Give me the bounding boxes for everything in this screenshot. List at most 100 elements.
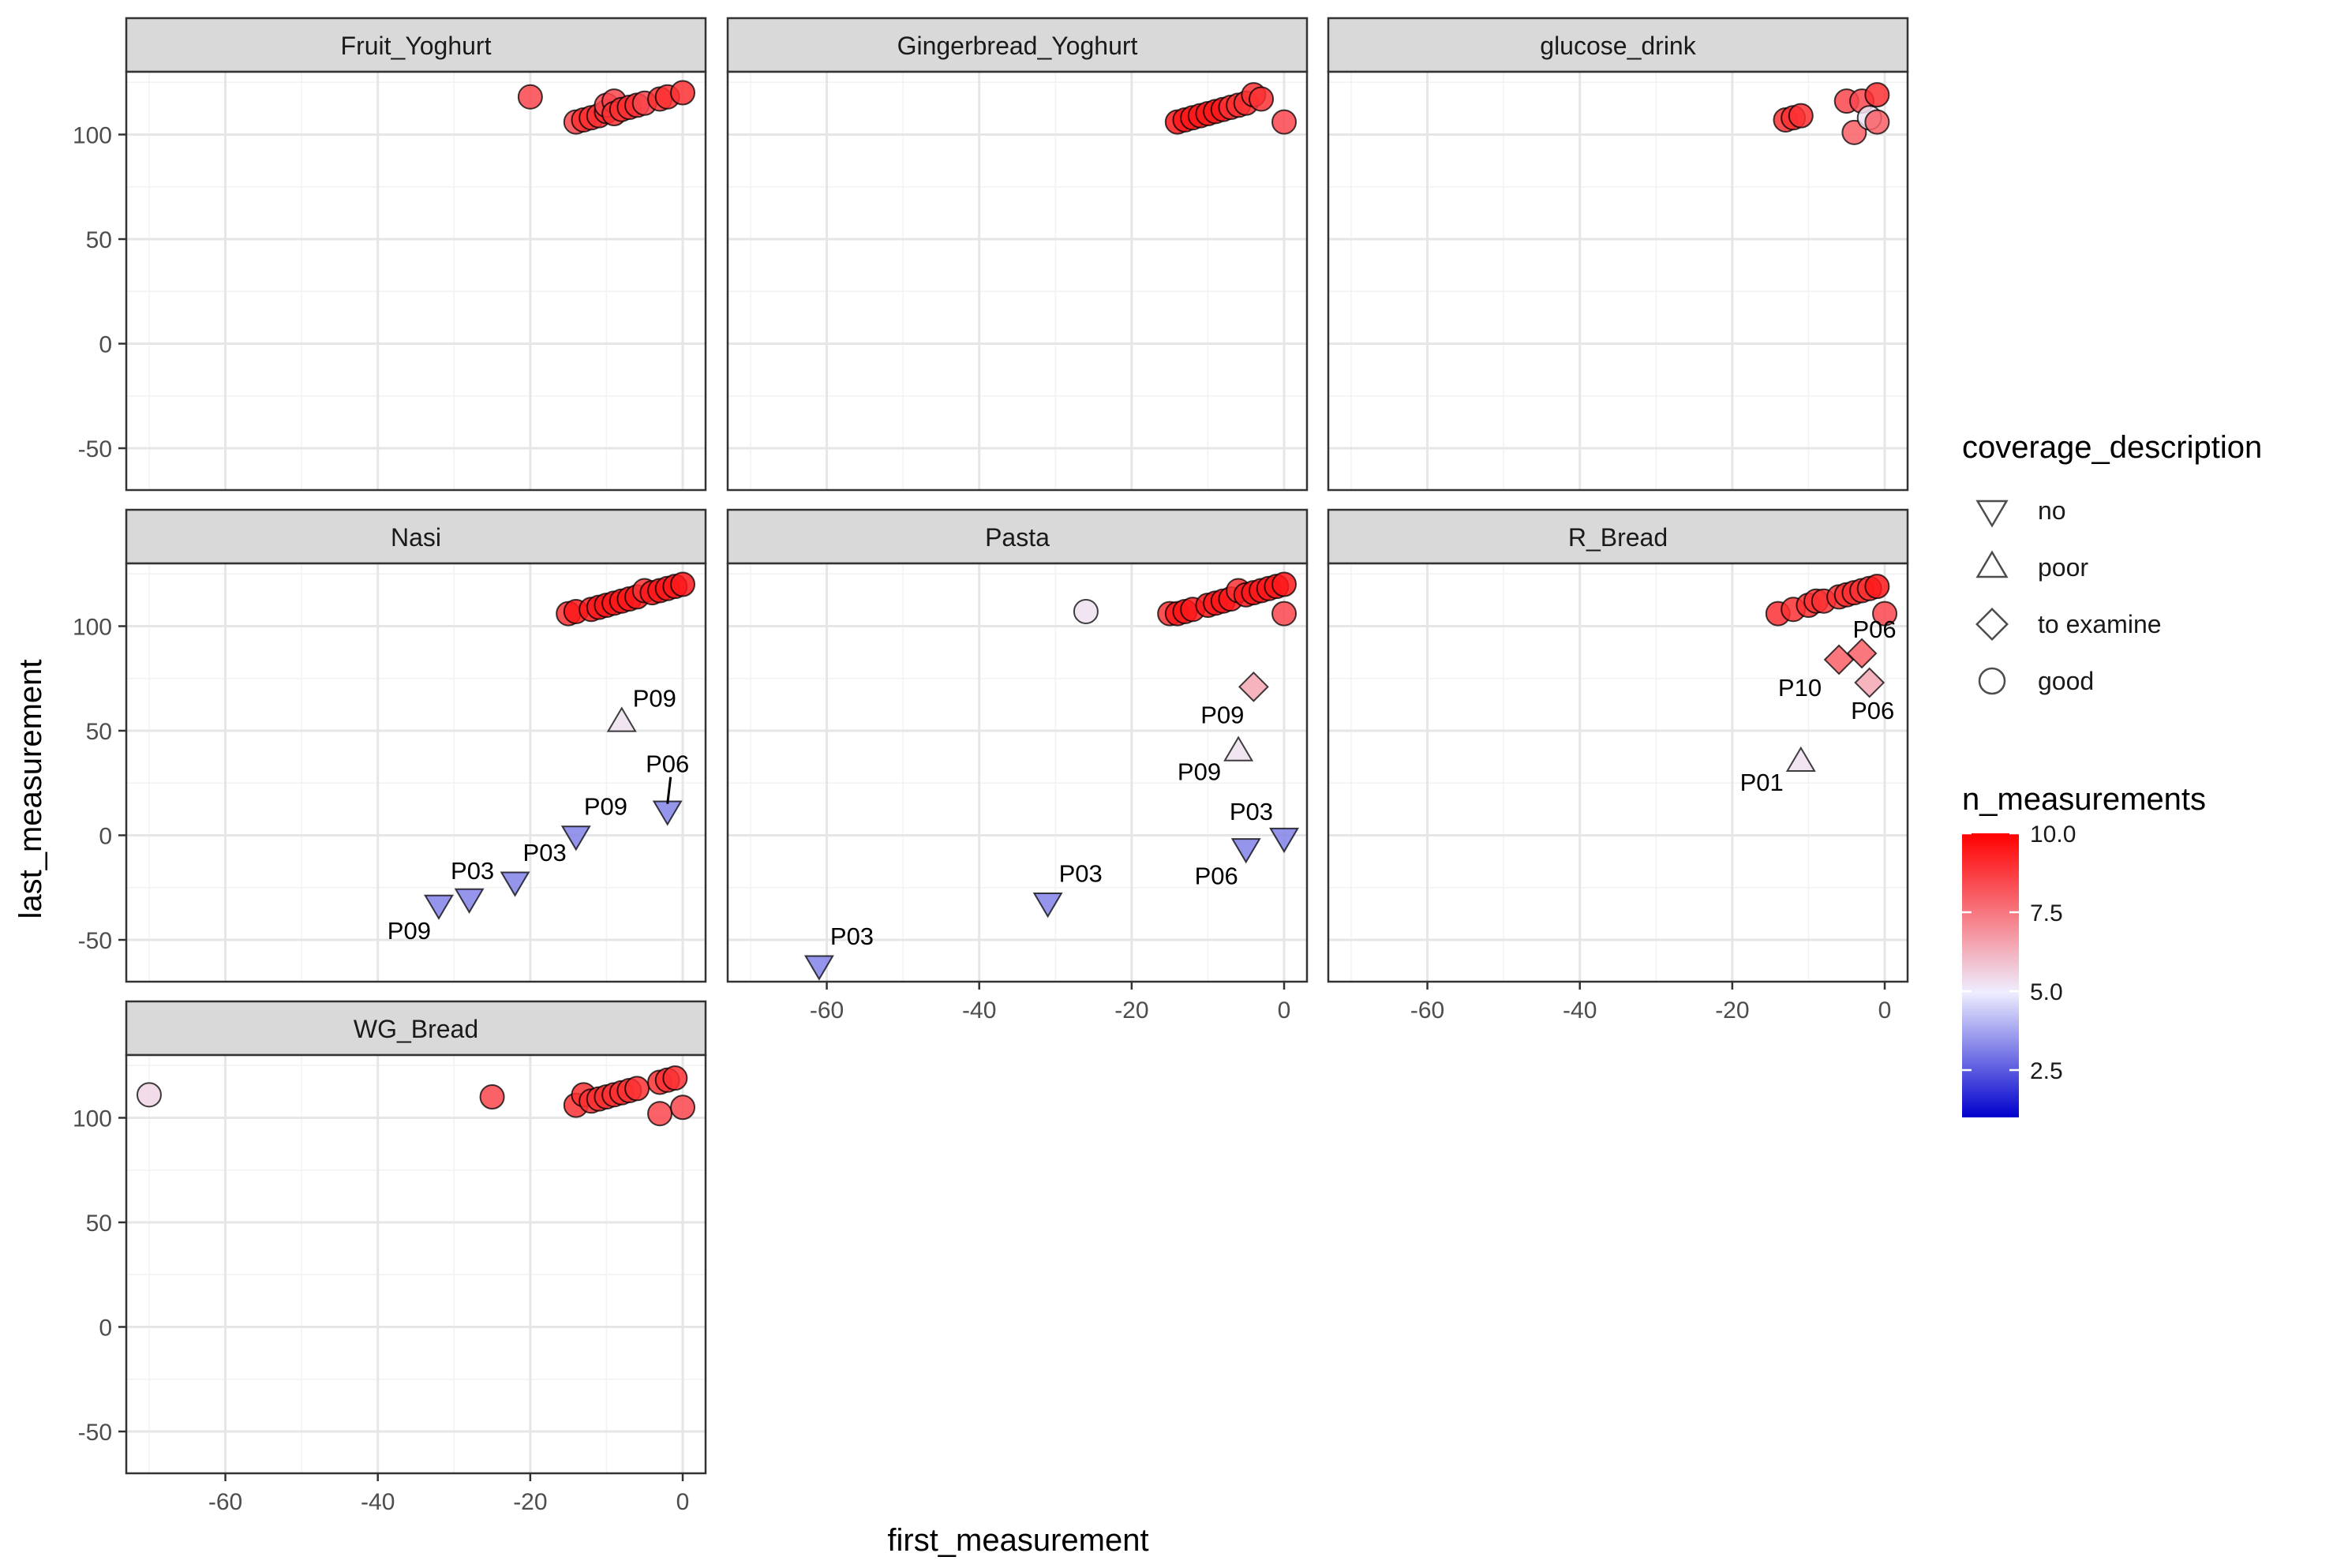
panel-border <box>1327 562 1909 983</box>
data-point-to-examine <box>1846 638 1878 669</box>
data-point-good <box>670 80 696 106</box>
data-point-good <box>1864 574 1890 600</box>
x-tick-label: -60 <box>810 997 844 1024</box>
facet-glucose-drink: glucose_drink <box>1327 17 1909 492</box>
legend-key-diamond <box>1975 608 2009 641</box>
label-leader-line <box>666 777 672 804</box>
facet-strip <box>1327 17 1909 73</box>
y-tick-label: 100 <box>73 615 112 641</box>
y-tick-label: 50 <box>86 719 112 745</box>
facet-strip <box>125 17 707 73</box>
data-point-no <box>560 825 591 851</box>
y-tick-label: 50 <box>86 1211 112 1237</box>
data-point-good <box>517 84 543 110</box>
point-label: P06 <box>1195 862 1238 889</box>
x-tick-label: -20 <box>1114 997 1148 1024</box>
point-label: P09 <box>388 917 431 945</box>
legend-entry-label: no <box>2038 496 2066 525</box>
facet-strip <box>1327 508 1909 565</box>
data-point-good <box>1271 109 1298 135</box>
data-point-no <box>1032 893 1063 919</box>
data-point-no <box>423 894 454 920</box>
data-point-good <box>1841 119 1867 145</box>
y-axis-title: last_measurement <box>13 659 48 919</box>
x-tick-label: -20 <box>1715 997 1749 1024</box>
point-label: P10 <box>1778 674 1822 702</box>
legend-entry-good: good <box>1978 667 2094 695</box>
facet-strip-label: WG_Bread <box>354 1015 478 1043</box>
point-label: P06 <box>1852 616 1896 643</box>
y-tick-label: -50 <box>78 1420 112 1446</box>
panel-border <box>125 70 707 492</box>
plot-background <box>1328 72 1908 490</box>
y-tick-label: 50 <box>86 227 112 253</box>
point-label: P06 <box>1851 697 1894 724</box>
legend-key-triangle-down <box>1975 500 2009 528</box>
x-tick-label: -20 <box>513 1489 547 1515</box>
data-point-good <box>662 1065 688 1091</box>
data-point-poor <box>1785 746 1816 772</box>
legend-entry-label: good <box>2038 667 2094 695</box>
legend-entry-label: poor <box>2038 553 2088 582</box>
data-point-good <box>647 1101 673 1127</box>
data-point-good <box>136 1082 162 1108</box>
y-tick-label: 0 <box>99 824 112 850</box>
facet-pasta: Pasta P09 P09 P03 P06 P03 P03 <box>726 508 1309 983</box>
legend-entry-to-examine: to examine <box>1975 608 2162 641</box>
facet-strip <box>125 1000 707 1057</box>
facet-gingerbread-yoghurt: Gingerbread_Yoghurt <box>726 17 1309 492</box>
plot-background <box>126 563 706 982</box>
data-point-good <box>670 1095 696 1121</box>
legend-shape-title: coverage_description <box>1962 430 2262 465</box>
facet-panels: Fruit_Yoghurt Gingerbread_Yoghurt glucose_… <box>125 17 1909 1475</box>
facet-fruit-yoghurt: Fruit_Yoghurt <box>125 17 707 492</box>
facet-strip-label: glucose_drink <box>1540 32 1696 60</box>
point-label: P01 <box>1740 769 1784 796</box>
data-point-good <box>624 1076 650 1102</box>
facet-strip <box>726 17 1309 73</box>
legend-n-measurements: n_measurements 10.0 7.5 5.0 2.5 <box>1962 782 2206 1117</box>
y-tick-label: 0 <box>99 332 112 358</box>
data-point-to-examine <box>1854 667 1885 698</box>
data-point-good <box>1073 598 1099 624</box>
x-tick-label: 0 <box>676 1489 690 1515</box>
data-point-good <box>1864 82 1890 108</box>
data-point-no <box>454 888 485 914</box>
colorbar-tick-label: 10.0 <box>2030 821 2076 848</box>
point-label: P03 <box>1230 798 1273 825</box>
data-point-good <box>670 571 696 597</box>
facet-nasi: Nasi P09 P06 P09 P03 P03 P09 <box>125 508 707 983</box>
point-label: P06 <box>646 750 689 778</box>
colorbar <box>1962 833 2019 1117</box>
legend-entry-label: to examine <box>2038 610 2162 638</box>
data-point-good <box>1864 109 1890 135</box>
facet-strip-label: Nasi <box>391 523 441 552</box>
data-point-no <box>500 871 530 897</box>
legend-key-circle <box>1978 667 2006 695</box>
x-tick-label: -40 <box>1563 997 1597 1024</box>
y-tick-label: -50 <box>78 928 112 954</box>
legend-coverage-description: coverage_description no poor to examine goo… <box>1962 430 2262 695</box>
facet-r-bread: R_Bread P06 P10 P06 P01 <box>1327 508 1909 983</box>
legend-key-triangle-up <box>1975 550 2009 578</box>
data-point-no <box>1230 838 1261 864</box>
x-tick-label: -60 <box>208 1489 242 1515</box>
point-label: P09 <box>1178 758 1221 786</box>
data-point-good <box>1788 103 1814 129</box>
facet-wg-bread: WG_Bread <box>125 1000 707 1475</box>
facet-strip <box>125 508 707 565</box>
point-label: P09 <box>633 684 676 712</box>
data-point-good <box>1271 571 1298 597</box>
legend-entry-poor: poor <box>1975 550 2088 582</box>
x-tick-label: 0 <box>1878 997 1892 1024</box>
y-tick-label: -50 <box>78 436 112 462</box>
shared-axis-ticks: -50 0 50 100 -50 0 50 100 -50 0 50 100 -60 -40 -20 0 -60… <box>73 123 1891 1516</box>
point-label: P09 <box>584 793 627 821</box>
x-tick-label: -60 <box>1410 997 1444 1024</box>
facet-strip <box>726 508 1309 565</box>
facet-strip-label: Gingerbread_Yoghurt <box>897 32 1138 60</box>
panel-border <box>726 70 1309 492</box>
data-point-no <box>1269 827 1300 854</box>
plot-background <box>126 1055 706 1473</box>
